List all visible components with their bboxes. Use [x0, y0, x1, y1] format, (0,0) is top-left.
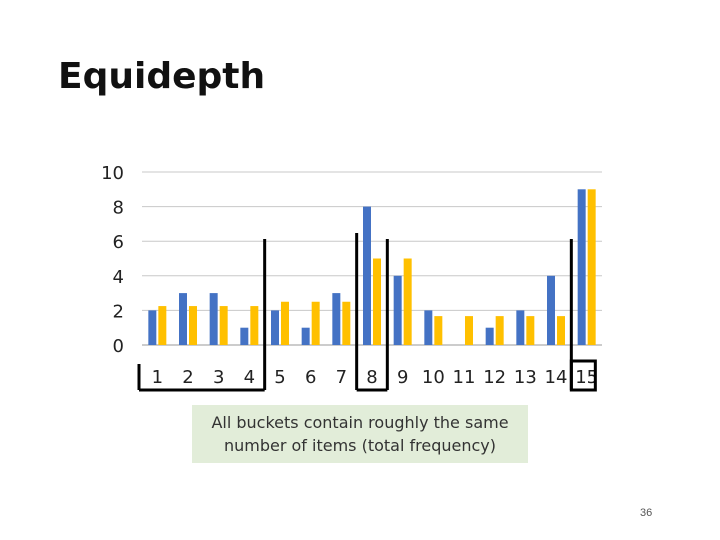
bar-series1-9	[393, 275, 402, 345]
bar-series2-2	[189, 306, 197, 345]
y-tick-label: 4	[113, 267, 124, 288]
bar-series1-2	[179, 293, 187, 345]
bar-series1-13	[516, 310, 525, 345]
bar-series1-5	[271, 310, 279, 345]
bar-series1-14	[547, 275, 555, 345]
bar-series2-7	[342, 301, 351, 345]
bar-series2-1	[158, 306, 167, 345]
bar-series1-8	[363, 206, 371, 345]
slide-title: Equidepth	[58, 56, 266, 97]
x-tick-label: 5	[274, 367, 285, 388]
bucket-frame-last	[569, 359, 597, 392]
bar-series2-11	[465, 316, 473, 345]
bar-series2-14	[557, 316, 565, 345]
bar-series1-12	[485, 327, 494, 345]
y-tick-label: 10	[101, 163, 124, 184]
bar-series1-10	[424, 310, 433, 345]
x-tick-label: 15	[575, 367, 598, 388]
x-tick-label: 7	[336, 367, 347, 388]
x-tick-label: 6	[305, 367, 316, 388]
bar-series1-15	[577, 189, 586, 345]
bar-series2-10	[434, 316, 443, 345]
y-tick-label: 6	[113, 232, 124, 253]
bar-series2-3	[219, 306, 228, 345]
x-tick-label: 2	[182, 367, 193, 388]
x-tick-label: 8	[366, 367, 377, 388]
bar-series2-9	[403, 258, 412, 345]
y-tick-label: 2	[113, 301, 124, 322]
bar-series1-3	[209, 293, 218, 345]
bar-series2-5	[281, 301, 289, 345]
x-tick-label: 3	[213, 367, 224, 388]
bar-series1-6	[301, 327, 310, 345]
x-tick-label: 11	[453, 367, 476, 388]
x-tick-label: 13	[514, 367, 537, 388]
bar-series2-8	[373, 258, 381, 345]
x-tick-label: 12	[483, 367, 506, 388]
x-tick-label: 14	[545, 367, 568, 388]
bar-series2-13	[526, 316, 535, 345]
x-tick-label: 4	[244, 367, 255, 388]
x-tick-label: 9	[397, 367, 408, 388]
bar-series1-7	[332, 293, 341, 345]
page-number: 36	[640, 507, 653, 519]
bar-series1-1	[148, 310, 157, 345]
y-tick-label: 8	[113, 198, 124, 219]
bar-series2-15	[587, 189, 596, 345]
bar-series1-4	[240, 327, 249, 345]
x-tick-label: 1	[152, 367, 163, 388]
y-tick-label: 0	[113, 336, 124, 357]
bar-series2-12	[495, 316, 504, 345]
caption-box: All buckets contain roughly the same num…	[192, 405, 528, 463]
x-tick-label: 10	[422, 367, 445, 388]
bar-series2-6	[311, 301, 320, 345]
bar-series2-4	[250, 306, 259, 345]
